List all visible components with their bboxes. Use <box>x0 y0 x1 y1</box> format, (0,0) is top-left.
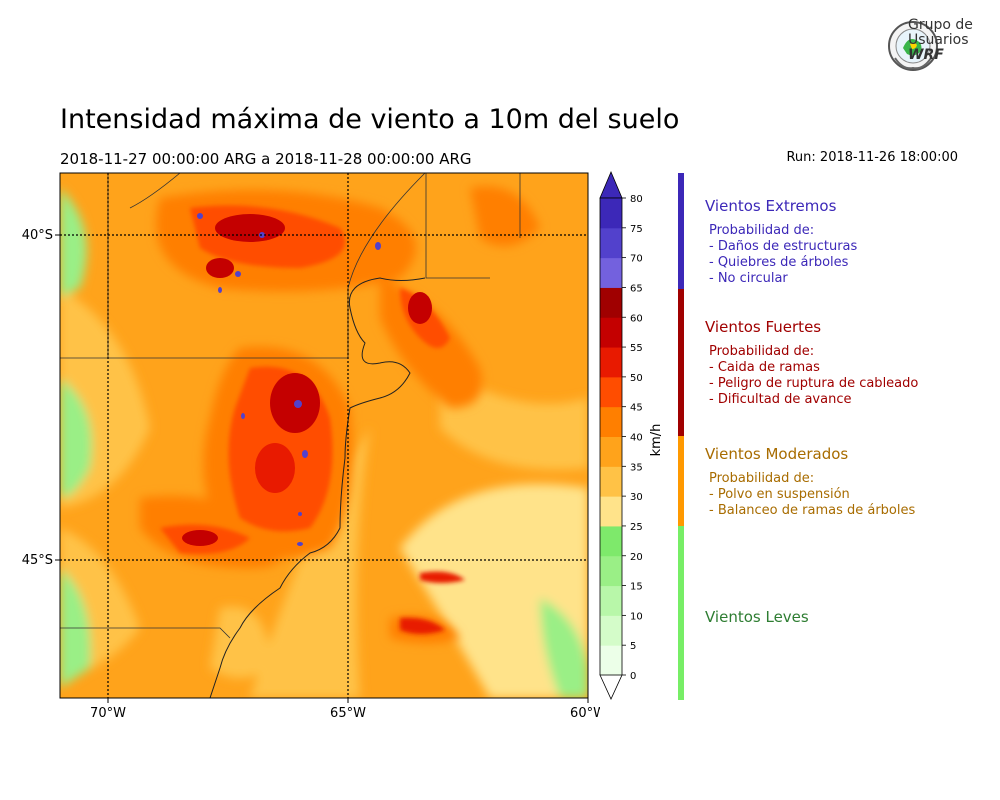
legend-strong-line: - Dificultad de avance <box>709 392 852 407</box>
legend-extreme: Vientos Extremos Probabilidad de: - Daño… <box>705 197 857 287</box>
lon-label-60w: 60°W <box>570 706 600 721</box>
colorbar-segment <box>600 376 622 408</box>
light-category-bar <box>678 526 684 700</box>
colorbar-tick-label: 35 <box>630 462 643 473</box>
extreme-category-bar <box>678 173 684 289</box>
legend-extreme-line: Probabilidad de: <box>709 223 815 238</box>
wind-peaks <box>182 213 432 546</box>
colorbar-tick-label: 10 <box>630 611 643 622</box>
colorbar-segment <box>600 227 622 259</box>
colorbar-segment <box>600 257 622 288</box>
map-frame <box>59 172 589 699</box>
colorbar-segment <box>600 287 622 318</box>
colorbar-segment <box>600 615 622 646</box>
colorbar-segment <box>600 525 622 557</box>
lon-label-65w: 65°W <box>330 706 366 721</box>
colorbar-segment <box>600 555 622 587</box>
lon-label-70w: 70°W <box>90 706 126 721</box>
colorbar: 0 5 10 15 20 25 30 35 40 45 50 55 60 65 70 75 80 km/h <box>599 170 664 700</box>
legend-moderate-line: - Balanceo de ramas de árboles <box>709 503 916 518</box>
colorbar-tick-label: 65 <box>630 283 643 294</box>
legend-strong-title: Vientos Fuertes <box>705 318 822 336</box>
lat-label-40s: 40°S <box>22 228 53 243</box>
logo-text: Grupo de Usuarios WRF <box>908 18 973 63</box>
legend-light: Vientos Leves <box>705 608 809 626</box>
colorbar-segment <box>600 496 622 527</box>
colorbar-segment <box>600 585 622 616</box>
colorbar-segment <box>600 436 622 467</box>
graticule <box>60 173 588 698</box>
logo-line-1: Grupo de <box>908 17 973 33</box>
colorbar-segment <box>600 406 622 437</box>
colorbar-tick-label: 50 <box>630 373 643 384</box>
logo-line-3: WRF <box>908 47 944 63</box>
colorbar-tick-label: 60 <box>630 313 643 324</box>
colorbar-tick-label: 70 <box>630 254 643 265</box>
colorbar-tick-label: 55 <box>630 343 643 354</box>
wind-field <box>60 173 588 698</box>
legend-moderate: Vientos Moderados Probabilidad de: - Pol… <box>705 445 915 519</box>
colorbar-segment <box>600 645 622 676</box>
colorbar-segment <box>600 198 622 229</box>
colorbar-max-extension <box>599 170 623 199</box>
legend-extreme-line: - Quiebres de árboles <box>709 255 849 270</box>
lat-label-45s: 45°S <box>22 553 53 568</box>
colorbar-segments <box>599 170 623 700</box>
legend-extreme-line: - Daños de estructuras <box>709 239 858 254</box>
coastline <box>209 277 426 698</box>
wind-map: 40°S 45°S 70°W 65°W 60°W <box>22 172 600 721</box>
colorbar-tick-label: 25 <box>630 522 643 533</box>
colorbar-tick-label: 15 <box>630 582 643 593</box>
wrf-logo-icon <box>888 21 938 71</box>
legend-strong: Vientos Fuertes Probabilidad de: - Caida… <box>705 318 918 408</box>
colorbar-segment <box>600 347 622 378</box>
colorbar-tick-label: 20 <box>630 552 643 563</box>
colorbar-tick-label: 45 <box>630 403 643 414</box>
colorbar-tick-label: 40 <box>630 433 643 444</box>
colorbar-unit: km/h <box>649 424 664 457</box>
legend-moderate-line: Probabilidad de: <box>709 471 815 486</box>
colorbar-segment <box>600 317 622 348</box>
strong-category-bar <box>678 289 684 436</box>
colorbar-tick-label: 80 <box>630 194 643 205</box>
legend-strong-line: Probabilidad de: <box>709 344 815 359</box>
forecast-period: 2018-11-27 00:00:00 ARG a 2018-11-28 00:… <box>60 150 472 168</box>
colorbar-tick-label: 30 <box>630 492 643 503</box>
colorbar-ticks: 0 5 10 15 20 25 30 35 40 45 50 55 60 65 70 75 80 <box>622 194 643 682</box>
legend-light-title: Vientos Leves <box>705 608 809 626</box>
legend-moderate-line: - Polvo en suspensión <box>709 487 850 502</box>
colorbar-segment <box>600 466 622 497</box>
legend-strong-line: - Caida de ramas <box>709 360 820 375</box>
province-borders <box>60 173 521 639</box>
legend-extreme-line: - No circular <box>709 271 788 286</box>
colorbar-tick-label: 5 <box>630 641 636 652</box>
colorbar-min-extension <box>599 674 623 700</box>
moderate-category-bar <box>678 436 684 526</box>
colorbar-tick-label: 0 <box>630 671 636 682</box>
legend-extreme-title: Vientos Extremos <box>705 197 837 215</box>
legend-moderate-title: Vientos Moderados <box>705 445 849 463</box>
logo-line-2: Usuarios <box>908 32 969 48</box>
legend-strong-line: - Peligro de ruptura de cableado <box>709 376 919 391</box>
colorbar-tick-label: 75 <box>630 224 643 235</box>
run-time: Run: 2018-11-26 18:00:00 <box>786 150 958 165</box>
page-title: Intensidad máxima de viento a 10m del su… <box>60 104 680 135</box>
